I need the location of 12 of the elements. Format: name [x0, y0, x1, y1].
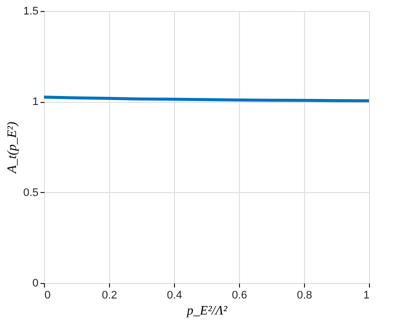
y-tick-label: 1.5	[23, 6, 38, 18]
x-axis-title: p_E²/Λ²	[186, 302, 228, 318]
y-tick-label: 1	[32, 96, 38, 108]
y-axis-title: A_t(p_E²)	[4, 122, 20, 174]
y-tick-label: 0.5	[23, 186, 38, 199]
x-tick-label: 0.2	[102, 290, 118, 302]
x-tick-label: 0.6	[232, 290, 248, 302]
x-tick-label: 0.8	[296, 290, 312, 302]
x-tick-label: 0.4	[166, 290, 182, 302]
x-tick-label: 0	[44, 290, 51, 302]
x-tick-label: 1	[363, 290, 370, 302]
y-tick-label: 0	[32, 278, 38, 290]
